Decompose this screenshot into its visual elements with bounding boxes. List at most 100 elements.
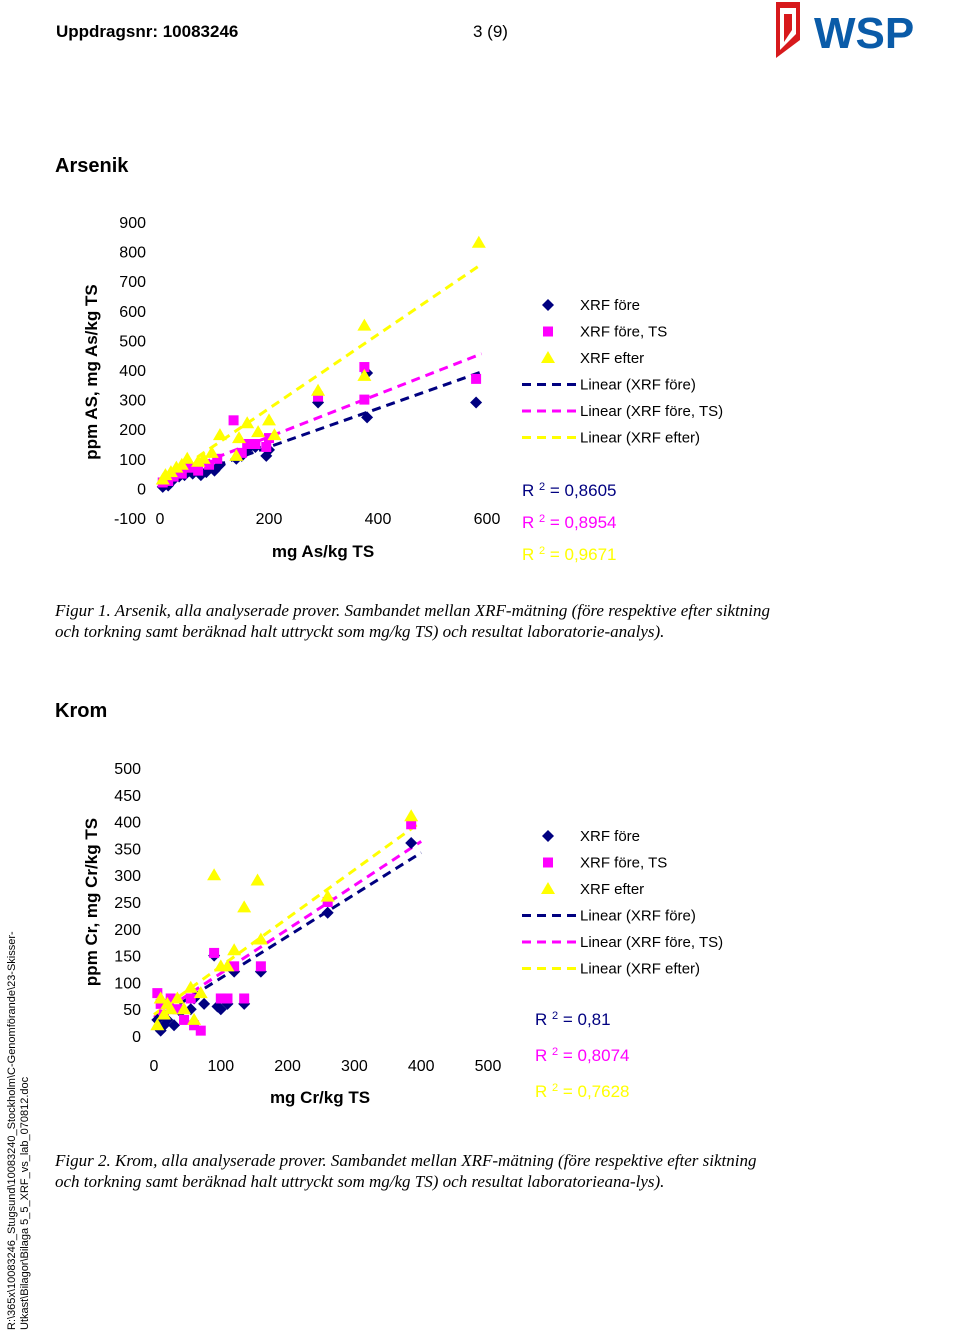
y-tick-label: 350 (114, 841, 141, 858)
data-point (313, 391, 324, 402)
project-number: Uppdragsnr: 10083246 (56, 22, 239, 41)
y-axis-label: ppm Cr, mg Cr/kg TS (82, 818, 101, 986)
data-point (321, 906, 334, 919)
data-point (193, 465, 204, 476)
data-point (262, 413, 276, 426)
trendline (153, 840, 423, 1019)
figure1-text: Arsenik, alla analyserade prover. Samban… (55, 601, 770, 641)
section-title-arsenik: Arsenik (55, 155, 129, 177)
legend-label: XRF efter (580, 881, 644, 898)
legend-marker (541, 351, 555, 363)
data-point (209, 947, 220, 958)
data-point (176, 468, 187, 479)
r2-annotation: R 2 = 0,8605 (522, 481, 617, 500)
legend-label: Linear (XRF före, TS) (580, 934, 723, 951)
legend-label: Linear (XRF före) (580, 908, 696, 925)
data-point (193, 986, 208, 999)
x-tick-label: 200 (256, 511, 283, 528)
legend-marker (542, 830, 554, 842)
data-point (361, 411, 374, 424)
legend-marker (541, 882, 555, 894)
data-point (357, 318, 372, 331)
data-point (229, 961, 240, 972)
y-tick-label: 100 (114, 975, 141, 992)
data-point (228, 415, 239, 426)
data-point (179, 1014, 190, 1025)
y-tick-label: 250 (114, 895, 141, 912)
data-point (229, 448, 244, 461)
data-point (242, 439, 253, 449)
legend-label: XRF före, TS (580, 324, 667, 341)
y-tick-label: 300 (114, 868, 141, 885)
data-point (185, 993, 196, 1004)
data-point (240, 416, 255, 429)
data-point (215, 993, 226, 1004)
data-point (261, 441, 272, 452)
data-point (153, 991, 168, 1004)
figure1-caption: Figur 1. Arsenik, alla analyserade prove… (55, 600, 775, 642)
r2-annotation: R 2 = 0,8954 (522, 513, 617, 532)
data-point (404, 809, 419, 822)
data-point (196, 451, 211, 464)
data-point (357, 368, 372, 381)
legend-marker (543, 857, 553, 868)
section-title-krom: Krom (55, 700, 108, 722)
data-point (311, 383, 326, 396)
y-tick-label: 0 (137, 481, 146, 498)
data-point (198, 997, 211, 1010)
r2-annotation: R 2 = 0,81 (535, 1010, 611, 1029)
y-tick-label: -100 (114, 511, 146, 528)
x-tick-label: 300 (341, 1058, 368, 1075)
data-point (187, 1012, 202, 1025)
legend-label: XRF före (580, 828, 640, 845)
data-point (220, 959, 235, 972)
figure2-caption: Figur 2. Krom, alla analyserade prover. … (55, 1150, 775, 1192)
data-point (471, 373, 482, 384)
data-point (214, 1003, 227, 1016)
data-point (232, 431, 247, 444)
y-tick-label: 0 (132, 1029, 141, 1046)
data-point (405, 837, 418, 850)
x-tick-label: 500 (475, 1058, 502, 1075)
y-tick-label: 200 (119, 422, 146, 439)
y-tick-label: 600 (119, 304, 146, 321)
data-point (165, 993, 176, 1004)
y-tick-label: 500 (119, 333, 146, 350)
data-point (184, 462, 195, 473)
data-point (168, 1019, 181, 1032)
trendline (159, 262, 483, 484)
x-tick-label: 0 (150, 1058, 159, 1075)
data-point (163, 476, 174, 486)
data-point (177, 1002, 192, 1015)
data-point (212, 453, 223, 464)
r2-annotation: R 2 = 0,7628 (535, 1082, 630, 1101)
data-point (170, 991, 185, 1004)
x-axis-label: mg As/kg TS (272, 542, 374, 561)
legend-label: Linear (XRF efter) (580, 430, 700, 447)
data-point (183, 980, 198, 993)
x-axis-label: mg Cr/kg TS (270, 1088, 370, 1107)
legend-label: Linear (XRF före) (580, 377, 696, 394)
x-tick-label: 0 (156, 511, 165, 528)
x-tick-label: 100 (207, 1058, 234, 1075)
y-tick-label: 150 (114, 949, 141, 966)
y-tick-label: 900 (119, 215, 146, 232)
data-point (359, 362, 370, 373)
data-point (212, 428, 227, 441)
data-point (204, 445, 219, 458)
legend-label: XRF före (580, 297, 640, 314)
data-point (204, 459, 215, 470)
data-point (255, 961, 266, 972)
data-point (470, 396, 483, 409)
x-tick-label: 400 (408, 1058, 435, 1075)
y-tick-label: 300 (119, 393, 146, 410)
r2-annotation: R 2 = 0,9671 (522, 545, 617, 564)
data-point (207, 868, 222, 881)
y-tick-label: 200 (114, 922, 141, 939)
data-point (239, 993, 250, 1004)
data-point (222, 993, 233, 1004)
data-point (322, 897, 333, 907)
data-point (250, 439, 261, 449)
data-point (189, 1020, 200, 1031)
